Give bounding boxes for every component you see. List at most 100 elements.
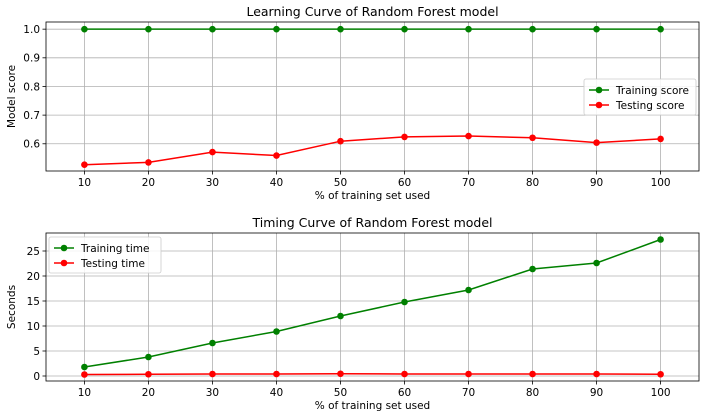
data-point [81,25,88,33]
data-point [273,152,280,159]
series-2 [81,132,664,168]
x-tick-label: 70 [462,177,475,189]
legend-label: Testing score [615,100,684,112]
legend: Training score Testing score [583,78,697,116]
subplot-1: 10 20 30 40 50 60 70 80 90 100 0.6 0.7 0.8 0.9 1.0 Lear… [6,4,700,202]
data-point [593,370,600,378]
data-point [657,135,664,143]
data-point [337,25,344,33]
data-point [465,370,472,378]
data-point [593,139,600,146]
series-line [84,135,661,166]
x-axis-label: % of training set used [315,400,430,412]
subplot-2: 10 20 30 40 50 60 70 80 90 100 0 5 10 15 20 25 Timing Cu… [6,215,700,412]
y-axis-label: Model score [6,65,18,128]
x-tick-label: 70 [462,387,475,399]
x-tick-label: 60 [398,387,411,399]
data-point [273,370,280,378]
x-tick-label: 30 [206,387,219,399]
data-point [657,370,664,378]
legend-label: Testing time [80,258,145,270]
legend-swatch-marker [60,244,68,252]
data-point [81,363,88,371]
x-tick-label: 40 [270,177,283,189]
data-point [593,259,600,267]
y-tick-label: 0 [33,371,40,383]
x-tick-label: 50 [334,387,347,399]
legend-swatch-marker [60,259,68,267]
series-2 [81,370,664,378]
data-point [465,132,472,140]
series-1 [81,25,664,33]
x-tick-label: 20 [142,387,155,399]
legend-label: Training score [615,85,689,97]
x-tick-label: 40 [270,387,283,399]
x-tick-label: 80 [526,177,539,189]
plot-frame [45,21,700,172]
data-point [209,25,216,33]
chart-title: Learning Curve of Random Forest model [246,4,498,19]
y-tick-label: 1.0 [23,24,40,36]
data-point [209,148,216,156]
data-point [337,137,344,145]
x-tick-label: 60 [398,177,411,189]
data-point [529,134,536,142]
legend: Training time Testing time [48,236,162,274]
chart-title: Timing Curve of Random Forest model [251,215,492,230]
data-point [81,371,88,378]
data-point [529,25,536,33]
data-point [401,370,408,378]
legend-swatch-marker [595,86,603,94]
x-tick-label: 10 [78,387,91,399]
y-tick-label: 25 [27,246,40,258]
x-tick-label: 90 [590,387,603,399]
y-tick-label: 0.7 [23,110,40,122]
legend-box [583,78,697,116]
data-point [657,25,664,33]
data-point [529,370,536,378]
legend-box [48,236,162,274]
x-axis-label: % of training set used [315,190,430,202]
y-tick-label: 0.9 [23,53,40,65]
x-tick-label: 30 [206,177,219,189]
x-tick-label: 80 [526,387,539,399]
series-1 [81,236,664,371]
y-tick-label: 0.8 [23,81,40,93]
data-point [337,312,344,320]
x-tick-label: 90 [590,177,603,189]
x-tick-label: 10 [78,177,91,189]
plot-frame [45,232,700,382]
data-point [401,298,408,306]
y-tick-label: 5 [33,346,40,358]
data-point [401,133,408,141]
data-point [145,353,152,361]
data-point [145,25,152,33]
data-point [337,370,344,378]
data-point [145,159,152,166]
data-point [273,328,280,335]
data-point [145,370,152,378]
y-tick-label: 10 [27,321,40,333]
x-tick-label: 20 [142,177,155,189]
data-point [657,236,664,243]
data-point [81,161,88,168]
y-tick-label: 15 [27,296,40,308]
series-line [84,372,661,376]
data-point [465,25,472,33]
y-tick-label: 20 [27,271,40,283]
legend-swatch-marker [595,101,603,109]
x-tick-label: 50 [334,177,347,189]
data-point [401,25,408,33]
data-point [209,339,216,347]
data-point [273,25,280,33]
data-point [593,25,600,33]
data-point [529,265,536,273]
data-point [209,370,216,378]
legend-label: Training time [80,243,150,255]
data-point [465,286,472,294]
x-tick-label: 100 [651,177,671,189]
x-tick-label: 100 [651,387,671,399]
y-tick-label: 0.6 [23,139,40,151]
series-line [84,238,661,368]
